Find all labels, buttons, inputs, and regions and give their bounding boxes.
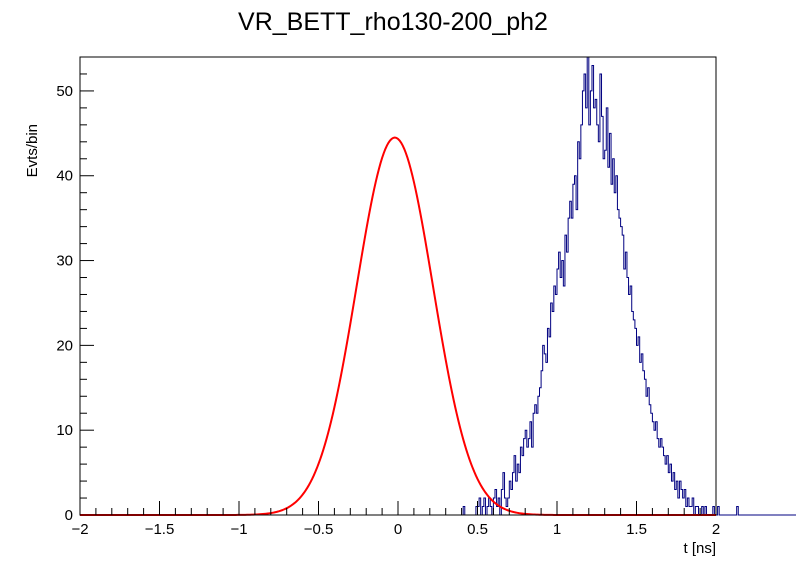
y-tick-label: 0	[65, 507, 73, 524]
x-axis-title: t [ns]	[683, 540, 716, 557]
x-tick-label: −1.5	[145, 521, 175, 538]
y-tick-label: 10	[56, 422, 73, 439]
y-axis: 0 10 20 30 40 50	[56, 56, 94, 524]
x-tick-label: −2	[71, 521, 88, 538]
x-tick-label: 2	[712, 521, 720, 538]
x-tick-label: 1	[553, 521, 561, 538]
y-tick-label: 20	[56, 337, 73, 354]
y-tick-label: 40	[56, 168, 73, 185]
x-tick-label: 1.5	[626, 521, 647, 538]
y-tick-label: 30	[56, 253, 73, 270]
histogram-series	[80, 56, 796, 516]
x-tick-label: −1	[230, 521, 247, 538]
x-tick-label: 0.5	[467, 521, 488, 538]
y-tick-label: 50	[56, 83, 73, 100]
x-axis: −2 −1.5 −1 −0.5 0 0.5 1 1.5 2	[71, 501, 720, 538]
histogram-layer	[80, 56, 796, 516]
fit-curve	[80, 136, 716, 516]
x-tick-label: 0	[394, 521, 402, 538]
y-axis-title: Evts/bin	[24, 124, 41, 177]
x-tick-label: −0.5	[304, 521, 334, 538]
chart-title: VR_BETT_rho130-200_ph2	[238, 8, 548, 36]
fit-layer	[80, 136, 716, 516]
plot-frame	[79, 56, 717, 516]
